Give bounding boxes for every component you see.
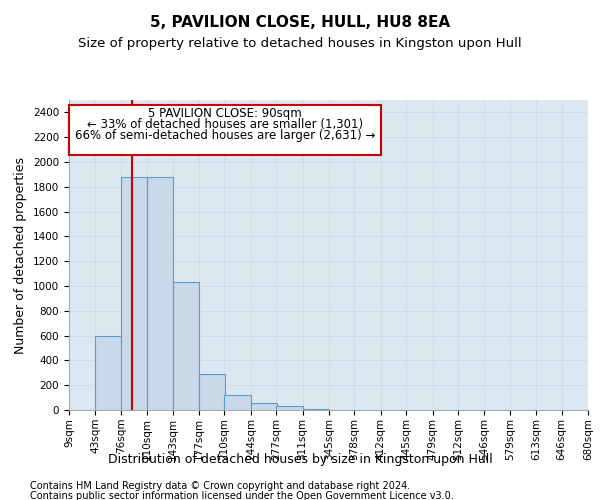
Bar [147, 177, 173, 410]
Bar [251, 403, 277, 410]
Text: ← 33% of detached houses are smaller (1,301): ← 33% of detached houses are smaller (1,… [87, 118, 363, 130]
Bar [173, 282, 199, 410]
Y-axis label: Number of detached properties: Number of detached properties [14, 156, 28, 354]
Bar [121, 177, 147, 410]
FancyBboxPatch shape [69, 105, 381, 154]
Text: Contains public sector information licensed under the Open Government Licence v3: Contains public sector information licen… [30, 491, 454, 500]
Text: Contains HM Land Registry data © Crown copyright and database right 2024.: Contains HM Land Registry data © Crown c… [30, 481, 410, 491]
Text: 5 PAVILION CLOSE: 90sqm: 5 PAVILION CLOSE: 90sqm [148, 107, 302, 120]
Text: 66% of semi-detached houses are larger (2,631) →: 66% of semi-detached houses are larger (… [74, 129, 375, 142]
Text: Size of property relative to detached houses in Kingston upon Hull: Size of property relative to detached ho… [78, 38, 522, 51]
Bar [276, 406, 302, 410]
Bar [199, 374, 225, 410]
Bar [95, 336, 122, 410]
Text: Distribution of detached houses by size in Kingston upon Hull: Distribution of detached houses by size … [107, 452, 493, 466]
Text: 5, PAVILION CLOSE, HULL, HU8 8EA: 5, PAVILION CLOSE, HULL, HU8 8EA [150, 15, 450, 30]
Bar [224, 395, 251, 410]
